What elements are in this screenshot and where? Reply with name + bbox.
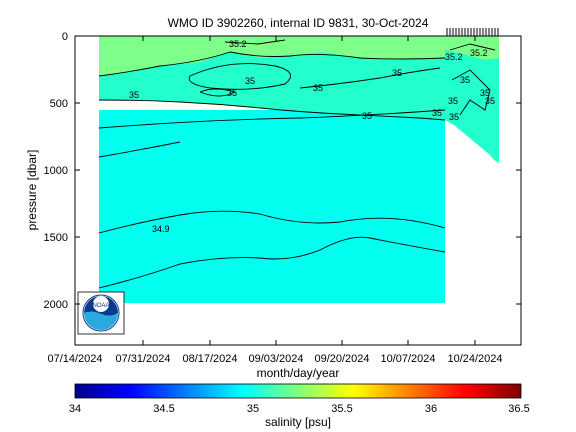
x-tick-label: 09/20/2024	[314, 353, 369, 365]
field-surface-high	[99, 36, 445, 76]
contour-label-group: 35.2 35 35 35.2 35 35 35 35 35 35 35 35.…	[129, 39, 495, 234]
x-tick-label: 10/24/2024	[447, 353, 502, 365]
contour-35-2-top	[98, 51, 446, 77]
contour-label: 35.2	[445, 52, 463, 62]
colorbar-tick-label: 35.5	[331, 403, 352, 415]
contour-label: 35	[480, 88, 490, 98]
no-data-staircase	[445, 125, 499, 303]
contour-label: 35	[449, 112, 459, 122]
y-tick-label: 1000	[44, 165, 68, 177]
contour-label: 35	[460, 75, 470, 85]
contour-35-lens	[188, 63, 292, 90]
field-lens	[189, 63, 291, 90]
contour-label: 35	[392, 68, 402, 78]
x-axis-label: month/day/year	[257, 366, 340, 380]
contour-34-9-lower	[98, 236, 446, 289]
contour-35-surface	[224, 39, 286, 45]
colorbar-tick-label: 35	[247, 403, 259, 415]
y-tick-label: 2000	[44, 299, 68, 311]
x-tick-label: 07/31/2024	[115, 353, 170, 365]
colorbar	[74, 383, 522, 399]
chart-title: WMO ID 3902260, internal ID 9831, 30-Oct…	[168, 16, 429, 30]
field-deep-water	[99, 110, 445, 303]
x-tick-label: 08/17/2024	[182, 353, 237, 365]
contour-label: 34.9	[152, 224, 170, 234]
contour-label: 35	[432, 108, 442, 118]
contour-34-9-upper	[98, 210, 446, 234]
y-tick-label: 1500	[44, 232, 68, 244]
profile-ticks	[446, 28, 499, 36]
colorbar-label: salinity [psu]	[265, 415, 331, 429]
field-late-surface	[445, 36, 499, 60]
contour-34-9-deep	[98, 141, 181, 158]
contour-lines	[98, 39, 496, 289]
colorbar-tick-label: 36	[425, 403, 437, 415]
field-late-profiles	[445, 36, 499, 163]
contour-label: 35.2	[229, 39, 247, 49]
contour-label: 35.2	[470, 48, 488, 58]
contour-label: 35	[448, 96, 458, 106]
x-tick-label: 09/03/2024	[248, 353, 303, 365]
x-tick-label: 10/07/2024	[380, 353, 435, 365]
contour-label: 35	[129, 90, 139, 100]
contour-label: 35	[485, 96, 495, 106]
contour-35-blob	[199, 88, 237, 97]
contour-label: 35	[245, 76, 255, 86]
x-tick-label: 07/14/2024	[47, 353, 102, 365]
axes-box	[74, 35, 522, 346]
contour-label: 35	[227, 88, 237, 98]
y-axis-label: pressure [dbar]	[25, 150, 39, 231]
colorbar-tick-label: 34	[69, 403, 81, 415]
contour-label: 35	[362, 111, 372, 121]
y-tick-label: 0	[62, 31, 68, 43]
contour-35-mid	[98, 99, 446, 121]
noaa-logo: NOAA	[77, 291, 125, 335]
contour-35-upper-right	[299, 67, 441, 89]
contour-late-a	[449, 43, 496, 51]
contour-late-b	[451, 69, 491, 116]
colorbar-tick-label: 36.5	[508, 403, 529, 415]
y-tick-label: 500	[50, 98, 68, 110]
colorbar-ticks: 34 34.5 35 35.5 36 36.5	[69, 403, 530, 415]
contour-35-band-a	[98, 109, 446, 129]
x-axis: 07/14/2024 07/31/2024 08/17/2024 09/03/2…	[47, 36, 503, 365]
y-axis: 0 500 1000 1500 2000	[44, 31, 521, 311]
colorbar-tick-label: 34.5	[153, 403, 174, 415]
contour-label: 35	[313, 83, 323, 93]
svg-text:NOAA: NOAA	[92, 303, 109, 309]
